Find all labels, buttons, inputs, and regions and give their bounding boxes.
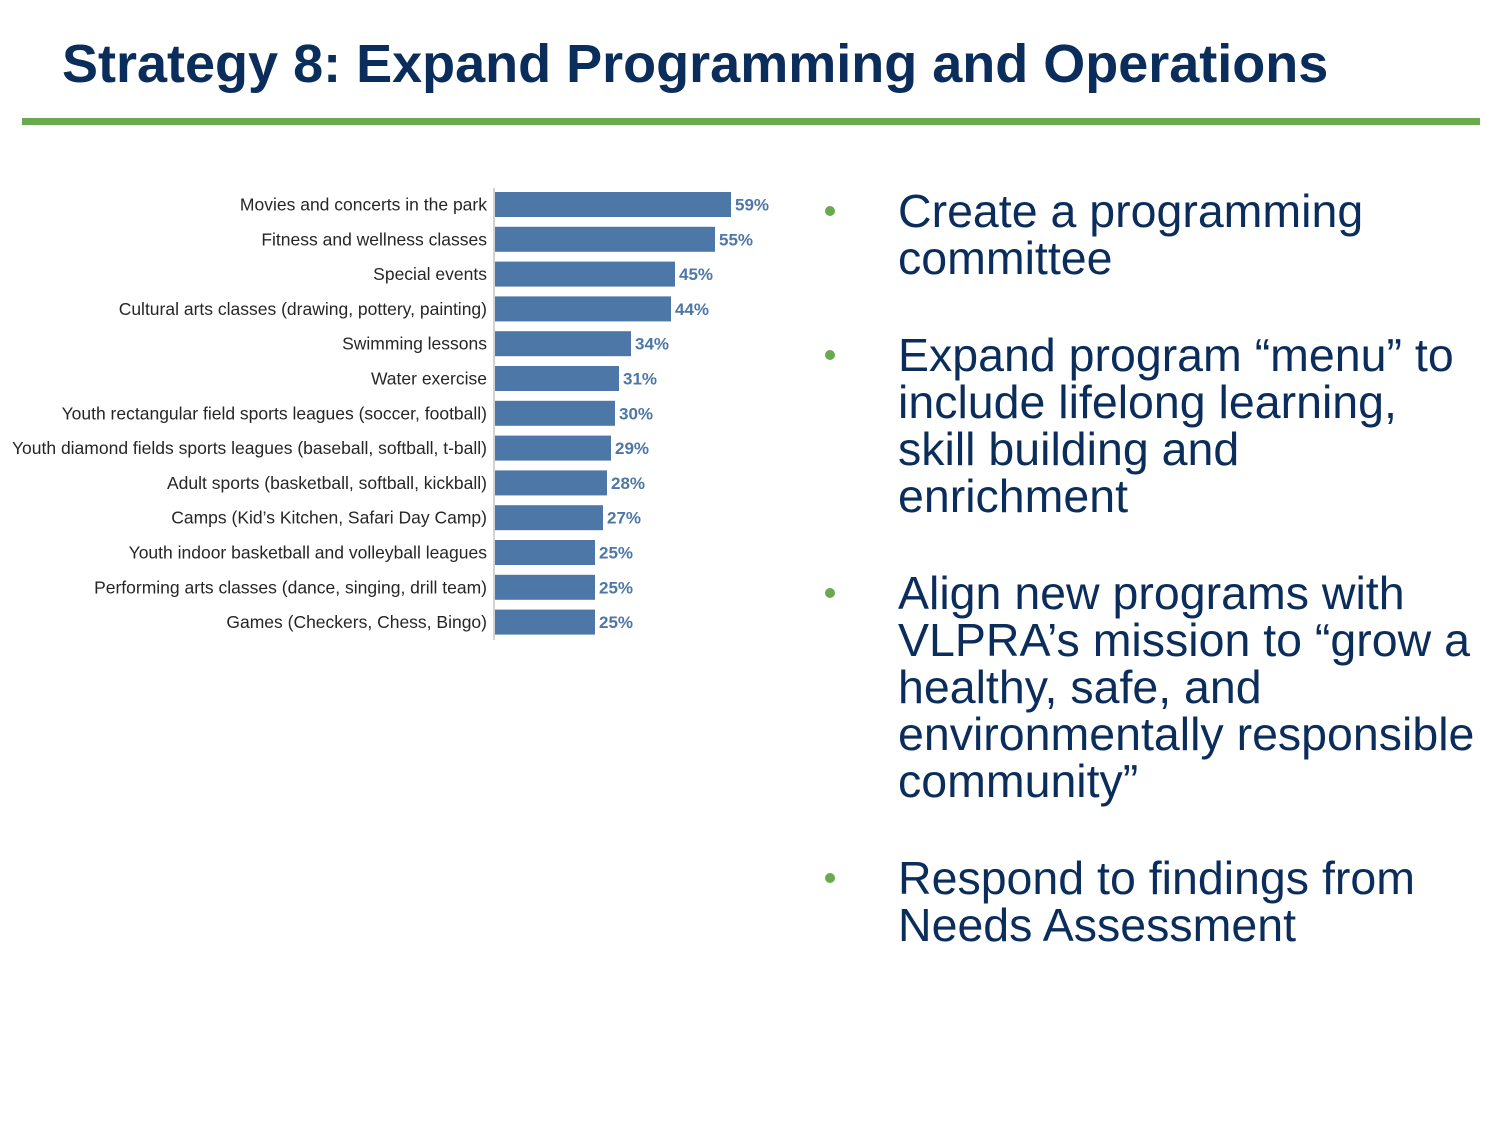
value-label: 30% (619, 404, 653, 423)
category-label: Adult sports (basketball, softball, kick… (167, 473, 487, 493)
bullet-list: Create a programming committee Expand pr… (820, 188, 1480, 999)
category-label: Water exercise (371, 369, 487, 389)
bullet-text: Align new programs with VLPRA’s mission … (898, 567, 1475, 807)
category-label: Cultural arts classes (drawing, pottery,… (119, 299, 487, 319)
bar (495, 609, 595, 635)
bar (495, 540, 595, 565)
category-label: Swimming lessons (342, 334, 487, 354)
value-label: 31% (623, 370, 657, 389)
bar (495, 574, 595, 600)
value-label: 34% (635, 335, 669, 354)
bar (495, 192, 731, 217)
value-label: 27% (607, 509, 641, 528)
value-label: 45% (679, 265, 713, 284)
bullet-dot-icon (825, 588, 835, 598)
category-label: Movies and concerts in the park (240, 195, 487, 215)
value-label: 25% (599, 544, 633, 563)
category-label: Youth indoor basketball and volleyball l… (129, 543, 488, 563)
title-divider (22, 118, 1480, 125)
chart-bars: Movies and concerts in the park 59% Fitnes… (12, 192, 769, 635)
value-label: 55% (719, 230, 753, 249)
bullet-item: Respond to findings from Needs Assessmen… (820, 855, 1480, 949)
bar (495, 261, 675, 287)
bullet-text: Create a programming committee (898, 185, 1364, 284)
bar-chart: Movies and concerts in the park 59% Fitnes… (12, 188, 769, 640)
bar (495, 331, 631, 357)
bullet-item: Create a programming committee (820, 188, 1480, 282)
value-label: 25% (599, 578, 633, 597)
value-label: 25% (599, 613, 633, 632)
value-label: 28% (611, 474, 645, 493)
category-label: Performing arts classes (dance, singing,… (94, 577, 487, 597)
value-label: 59% (735, 196, 769, 215)
slide-title: Strategy 8: Expand Programming and Opera… (62, 34, 1329, 94)
bullet-dot-icon (825, 350, 835, 360)
bar (495, 366, 619, 391)
value-label: 44% (675, 300, 709, 319)
bullet-text: Respond to findings from Needs Assessmen… (898, 852, 1415, 951)
bar (495, 400, 615, 426)
category-label: Fitness and wellness classes (261, 229, 487, 249)
category-label: Youth diamond fields sports leagues (bas… (12, 438, 487, 458)
bullet-text: Expand program “menu” to include lifelon… (898, 329, 1454, 522)
category-label: Camps (Kid’s Kitchen, Safari Day Camp) (171, 508, 487, 528)
bar (495, 226, 715, 252)
bar (495, 296, 671, 322)
bar (495, 470, 607, 496)
value-label: 29% (615, 439, 649, 458)
category-label: Youth rectangular field sports leagues (… (62, 403, 487, 423)
category-label: Special events (373, 264, 487, 284)
bullet-item: Expand program “menu” to include lifelon… (820, 332, 1480, 520)
bullet-item: Align new programs with VLPRA’s mission … (820, 570, 1480, 805)
bar (495, 435, 611, 461)
category-label: Games (Checkers, Chess, Bingo) (226, 612, 487, 632)
bullet-dot-icon (825, 873, 835, 883)
bullet-dot-icon (825, 206, 835, 216)
bar (495, 505, 603, 531)
